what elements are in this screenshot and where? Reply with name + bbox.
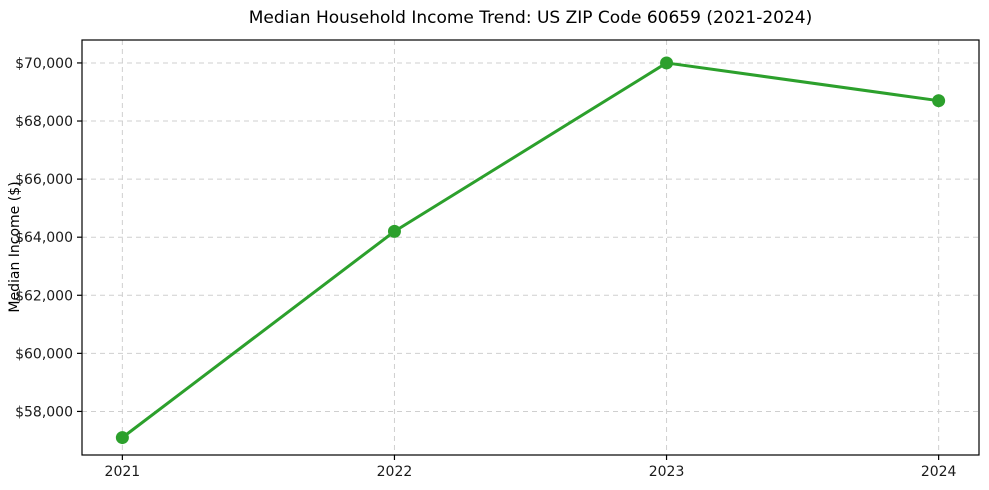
y-tick-label: $62,000: [15, 288, 73, 304]
y-tick-label: $58,000: [15, 404, 73, 420]
x-tick-label: 2022: [377, 464, 413, 480]
y-tick-label: $70,000: [15, 56, 73, 72]
y-tick-label: $64,000: [15, 230, 73, 246]
data-point-2021: [115, 431, 129, 445]
data-point-2022: [387, 224, 401, 238]
x-tick-label: 2023: [649, 464, 685, 480]
y-tick-label: $66,000: [15, 172, 73, 188]
x-tick-label: 2024: [921, 464, 957, 480]
chart-title: Median Household Income Trend: US ZIP Co…: [248, 8, 813, 28]
data-point-2023: [660, 56, 674, 70]
data-point-2024: [932, 94, 946, 108]
axes-border: [81, 39, 980, 456]
x-tick-label: 2021: [105, 464, 141, 480]
trend-line: [120, 61, 941, 440]
y-tick-label: $60,000: [15, 346, 73, 362]
y-tick-label: $68,000: [15, 114, 73, 130]
